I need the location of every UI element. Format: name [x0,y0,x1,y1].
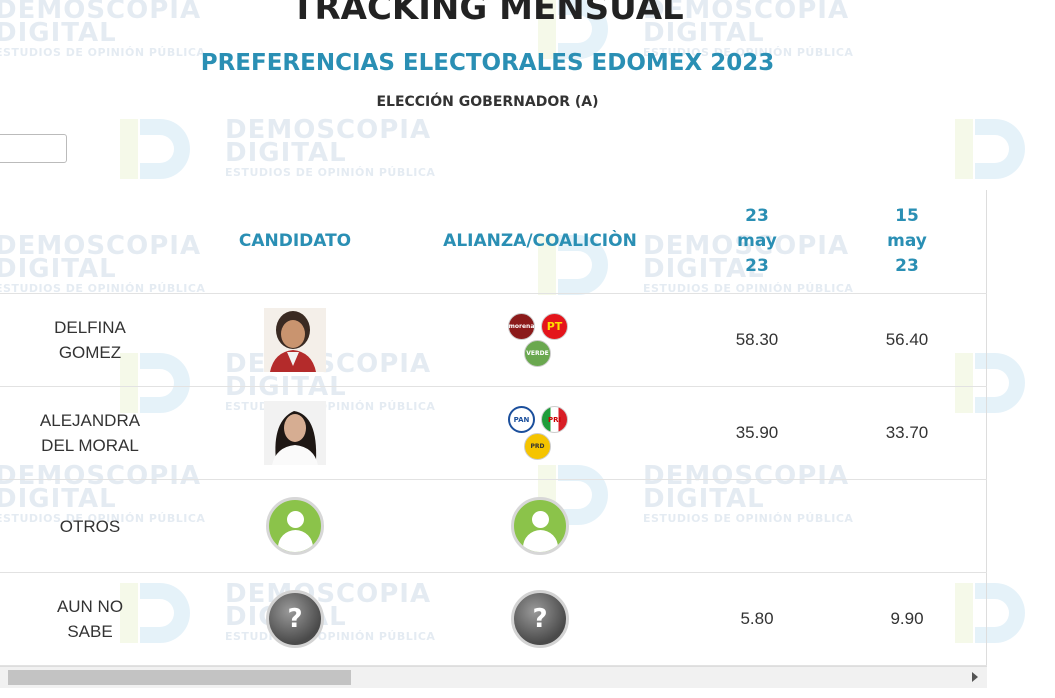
candidate-name: DELFINA GOMEZ [54,318,126,362]
coalition-logos: morena PT VERDE [508,312,572,368]
candidate-photo-cell: ? [190,573,400,665]
header-alliance[interactable]: ALIANZA/COALICIÒN [443,231,637,251]
value-date-1: 58.30 [735,330,779,349]
candidate-name: OTROS [59,516,121,536]
candidate-photo-cell [190,480,400,572]
prd-logo-icon: PRD [524,433,551,460]
header-date-2-year: 23 [895,256,919,276]
page-title: TRACKING MENSUAL [291,0,684,28]
value-date-2 [832,480,982,572]
candidate-name: AUN NO SABE [56,597,124,641]
verde-logo-icon: VERDE [524,340,551,367]
page-subtitle: PREFERENCIAS ELECTORALES EDOMEX 2023 [200,50,775,76]
candidate-photo [264,401,326,465]
value-date-2: 56.40 [885,330,929,349]
value-date-2: 9.90 [890,609,924,628]
alliance-cell: PAN PRI PRD [420,387,660,479]
header-date-2[interactable]: 15 may 23 [832,190,982,293]
scrollbar-thumb[interactable] [8,670,351,685]
alliance-cell: ? [420,573,660,665]
question-mark-icon: ? [511,590,569,648]
header-date-1[interactable]: 23 may 23 [682,190,832,293]
header-date-1-year: 23 [745,256,769,276]
candidate-photo-cell [190,294,400,386]
user-avatar-icon [266,497,324,555]
candidate-name: ALEJANDRA DEL MORAL [39,411,141,455]
coalition-logos: PAN PRI PRD [508,405,572,461]
scroll-right-arrow-icon[interactable] [972,672,978,682]
table-header: CANDIDATO ALIANZA/COALICIÒN 23 may 23 15… [0,190,987,294]
candidate-photo [264,308,326,372]
election-label: ELECCIÓN GOBERNADOR (A) [376,94,599,110]
candidate-photo-cell [190,387,400,479]
pri-logo-icon: PRI [541,406,568,433]
table-row: OTROS [0,480,987,573]
header-date-1-month: may [737,231,777,251]
user-avatar-icon [511,497,569,555]
pan-logo-icon: PAN [508,406,535,433]
table-row: DELFINA GOMEZ morena PT VERDE [0,294,987,387]
value-date-1: 35.90 [735,423,779,442]
pt-logo-icon: PT [541,313,568,340]
value-date-1 [682,480,832,572]
header-date-1-day: 23 [745,206,769,226]
results-table: CANDIDATO ALIANZA/COALICIÒN 23 may 23 15… [0,190,987,666]
value-date-1: 5.80 [740,609,774,628]
search-input[interactable] [0,134,67,163]
question-mark-icon: ? [266,590,324,648]
morena-logo-icon: morena [508,313,535,340]
alliance-cell: morena PT VERDE [420,294,660,386]
value-date-2: 33.70 [885,423,929,442]
header-date-2-day: 15 [895,206,919,226]
table-row: ALEJANDRA DEL MORAL PAN PRI PRD [0,387,987,480]
horizontal-scrollbar[interactable] [0,666,987,688]
header-date-2-month: may [887,231,927,251]
header-candidate[interactable]: CANDIDATO [238,231,352,251]
alliance-cell [420,480,660,572]
table-row: AUN NO SABE ? ? 5.80 9.90 [0,573,987,666]
